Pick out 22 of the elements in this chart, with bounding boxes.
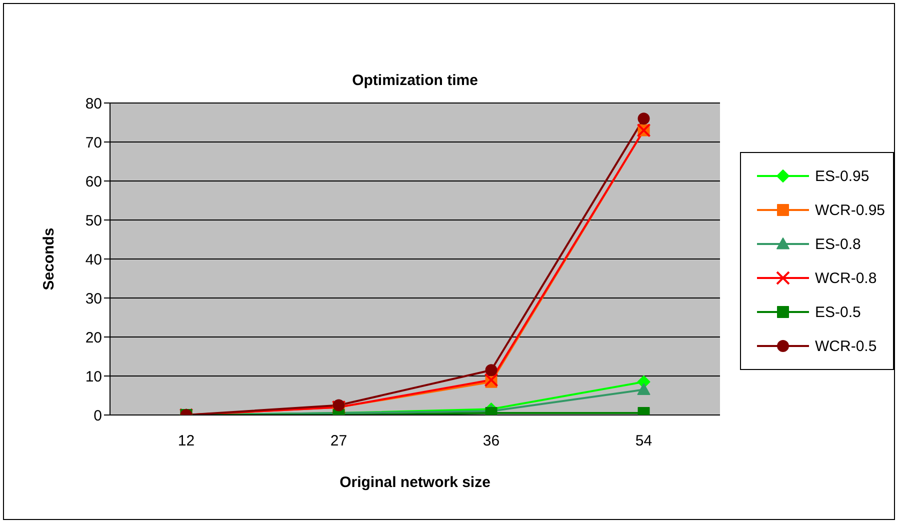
legend-label: ES-0.8: [815, 236, 861, 252]
y-tick-label: 80: [85, 95, 102, 112]
y-axis-title: Seconds: [40, 228, 58, 290]
y-tick-label: 70: [85, 134, 102, 152]
y-tick-label: 30: [85, 290, 102, 308]
legend-label: ES-0.5: [815, 304, 861, 320]
x-tick-label: 12: [178, 432, 195, 450]
chart-title: Optimization time: [351, 72, 479, 89]
y-tick-label: 20: [85, 329, 102, 346]
x-tick-label: 36: [482, 432, 500, 450]
y-tick-label: 60: [85, 173, 102, 190]
legend-label: WCR-0.95: [815, 202, 886, 218]
x-tick-label: 54: [635, 432, 652, 450]
y-tick-label: 10: [85, 368, 102, 386]
y-tick-label: 50: [85, 212, 102, 230]
legend-label: ES-0.95: [815, 168, 870, 184]
x-tick-label: 27: [330, 432, 348, 450]
legend-label: WCR-0.5: [815, 338, 877, 354]
y-tick-label: 0: [94, 407, 102, 424]
legend-label: WCR-0.8: [815, 270, 877, 286]
x-axis-title: Original network size: [340, 474, 490, 491]
y-tick-label: 40: [85, 251, 102, 268]
